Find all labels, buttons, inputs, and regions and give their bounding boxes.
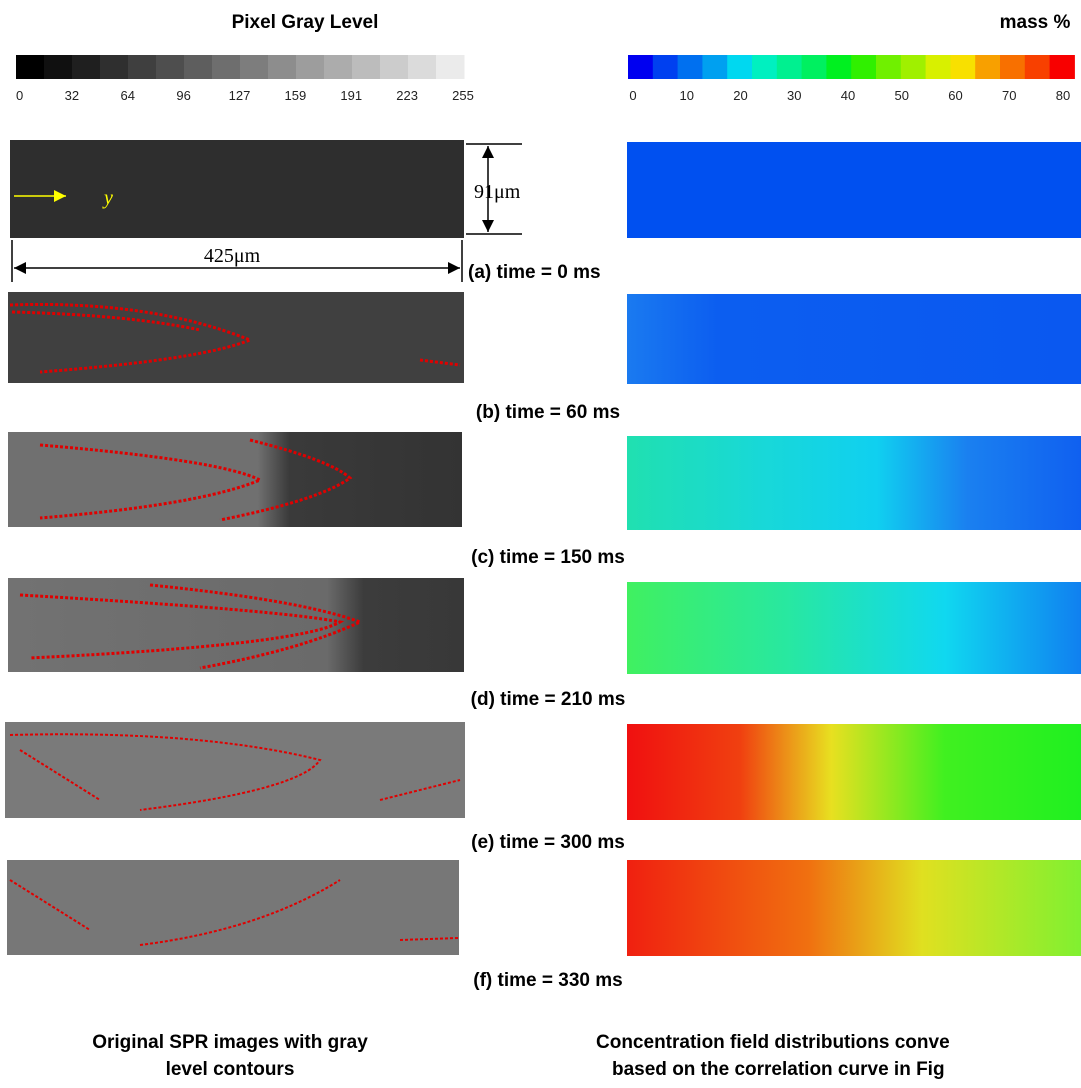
swatch (352, 55, 381, 79)
swatch (727, 55, 753, 79)
swatch (628, 55, 654, 79)
swatch (296, 55, 325, 79)
swatch (702, 55, 728, 79)
swatch (876, 55, 902, 79)
swatch (44, 55, 73, 79)
scale-tick-label: 223 (396, 88, 418, 103)
height-label: 91μm (474, 181, 521, 203)
swatch (72, 55, 101, 79)
right-images (627, 142, 1081, 956)
scale-tick-label: 191 (340, 88, 362, 103)
swatch (128, 55, 157, 79)
swatch (1000, 55, 1026, 79)
mass-scale-bar: 0 10 20 30 40 50 60 70 80 (628, 55, 1075, 103)
swatch (380, 55, 409, 79)
scale-tick-label: 0 (629, 88, 636, 103)
scale-tick-label: 70 (1002, 88, 1016, 103)
swatch (212, 55, 241, 79)
caption: based on the correlation curve in Fig (612, 1059, 945, 1080)
gray-scale-bar: 0 32 64 96 127 159 191 223 255 (16, 55, 474, 103)
caption: Original SPR images with gray (92, 1032, 368, 1053)
swatch (900, 55, 927, 79)
swatch (925, 55, 951, 79)
width-label: 425μm (204, 245, 261, 267)
caption: level contours (166, 1059, 295, 1080)
swatch (950, 55, 976, 79)
swatch (156, 55, 185, 79)
swatch (826, 55, 852, 79)
panel-label: (a) time = 0 ms (468, 262, 601, 283)
swatch (776, 55, 803, 79)
dimension-lines (11, 143, 522, 282)
caption: Concentration field distributions conve (596, 1032, 950, 1053)
scale-tick-label: 10 (680, 88, 694, 103)
panel-label: (d) time = 210 ms (471, 689, 626, 710)
swatch (240, 55, 269, 79)
swatch (408, 55, 437, 79)
left-header: Pixel Gray Level (232, 12, 379, 33)
scale-tick-label: 40 (841, 88, 855, 103)
swatch (752, 55, 778, 79)
scale-tick-label: 32 (65, 88, 79, 103)
right-header: mass % (1000, 12, 1071, 33)
swatch (1049, 55, 1075, 79)
axis-label: y (102, 187, 113, 209)
scale-tick-label: 159 (285, 88, 307, 103)
scale-tick-label: 127 (229, 88, 251, 103)
scale-tick-label: 64 (121, 88, 135, 103)
panel-label: (c) time = 150 ms (471, 547, 625, 568)
scale-tick-label: 96 (176, 88, 190, 103)
swatch (268, 55, 297, 79)
swatch (851, 55, 877, 79)
swatch (436, 55, 465, 79)
scale-tick-label: 60 (948, 88, 962, 103)
scale-tick-label: 30 (787, 88, 801, 103)
panel-label: (b) time = 60 ms (476, 402, 620, 423)
scale-tick-label: 80 (1056, 88, 1070, 103)
scale-tick-label: 0 (16, 88, 23, 103)
swatch (16, 55, 45, 79)
swatch (975, 55, 1001, 79)
scale-tick-label: 50 (895, 88, 909, 103)
swatch (801, 55, 827, 79)
swatch (324, 55, 353, 79)
left-images (5, 140, 465, 955)
scale-tick-label: 20 (733, 88, 747, 103)
swatch (652, 55, 679, 79)
swatch (184, 55, 213, 79)
panel-label: (f) time = 330 ms (473, 970, 622, 991)
panel-label: (e) time = 300 ms (471, 832, 625, 853)
swatch (677, 55, 703, 79)
swatch (100, 55, 129, 79)
scale-tick-label: 255 (452, 88, 474, 103)
swatch (1024, 55, 1051, 79)
